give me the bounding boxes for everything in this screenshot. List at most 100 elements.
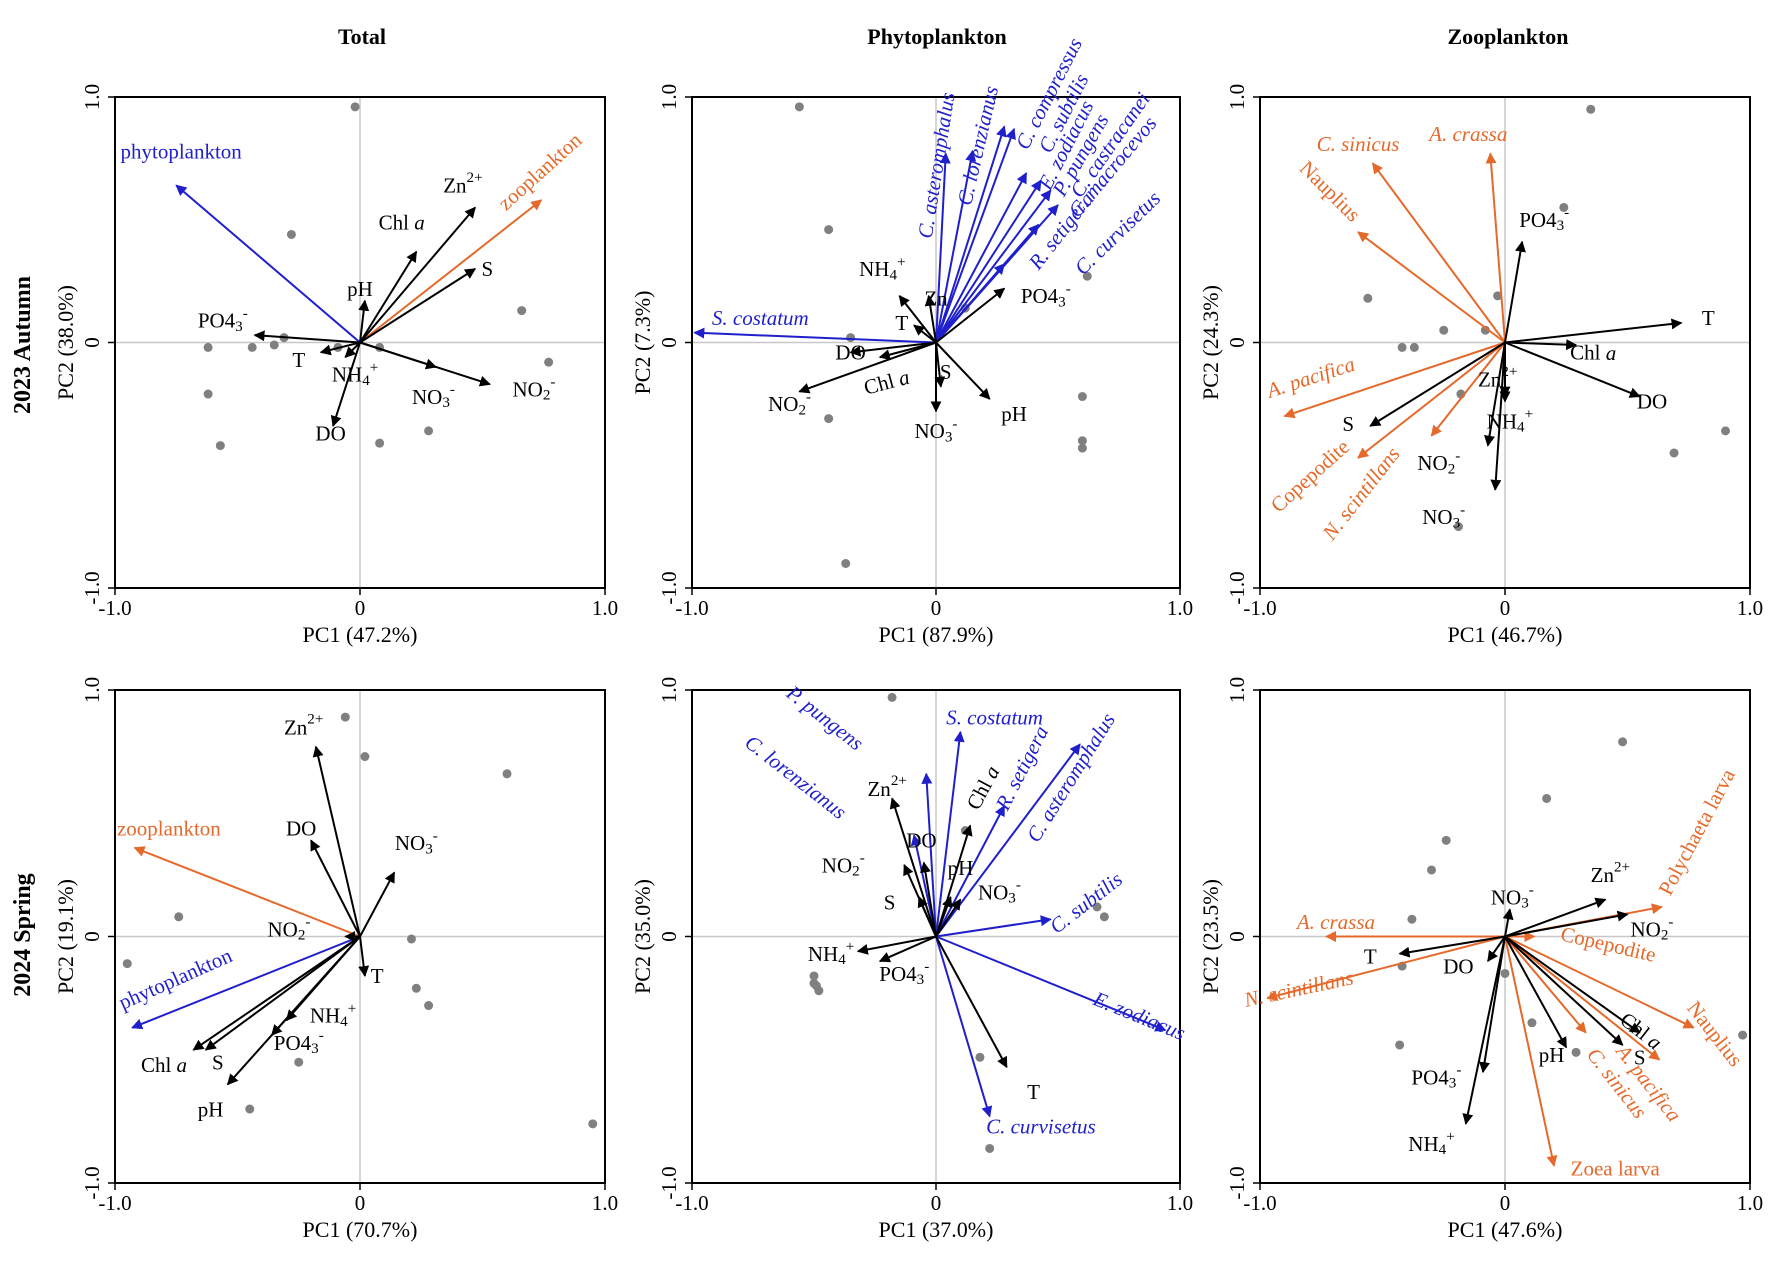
y-tick-label: 1.0 [80,677,104,703]
vector-chl-a [1504,339,1578,351]
y-tick-label: 1.0 [657,84,681,110]
x-axis-label: PC1 (37.0%) [879,1217,994,1242]
x-tick-label: 1.0 [1167,1191,1193,1215]
vector-label-chl-a: Chl a [1570,341,1616,365]
vector-zooplankton [359,199,543,344]
biplot-panel: -1.0 0 1.0 1.0 0 -1.0 PC1 (70.7%) PC2 (19.1%) zo… [53,677,618,1242]
vector-label-s: S [940,360,952,384]
x-tick-label: 0 [355,1191,366,1215]
y-tick-label: 0 [657,337,681,348]
vector-po43 [935,287,1006,344]
vector-zn2 [1504,897,1607,938]
vector-t [358,936,370,978]
vector-s-costatum [693,327,937,344]
site-point [809,971,819,981]
vector-label-c-curvisetus: C. curvisetus [986,1115,1096,1139]
site-point [1493,291,1503,301]
column-title-zooplankton: Zooplankton [1447,24,1568,49]
vector-label-po43: PO43- [198,306,248,335]
site-point [1077,436,1087,446]
vector-s [1369,341,1506,427]
vector-label-no3: NO3- [915,417,958,446]
vector-no3 [1490,342,1506,491]
vector-no3 [935,898,962,938]
vector-do [1504,341,1641,398]
vector-t [1504,318,1683,344]
vector-s [917,896,937,937]
vector-n-scintillans [1266,935,1506,1001]
site-point [294,1057,304,1067]
vector-c-subtilis [935,127,1016,343]
y-tick-label: 0 [80,931,104,942]
vector-ph [935,341,991,400]
site-point [1409,342,1419,352]
site-point [824,414,834,424]
vector-c-asteromphalus [935,152,951,343]
site-point [517,306,527,316]
x-axis-label: PC1 (47.6%) [1448,1217,1563,1242]
vector-label-c-sinicus: C. sinicus [1317,132,1400,156]
x-tick-label: -1.0 [98,596,131,620]
site-point [286,229,296,239]
vector-chl-a [1504,935,1641,1034]
vector-s [1504,935,1624,1046]
site-point [1363,293,1373,303]
vector-label-c-lorenzianus: C. lorenzianus [740,730,851,824]
vector-label-ph: pH [347,277,373,301]
column-title-total: Total [338,24,386,49]
vector-no3 [359,871,396,937]
site-point [1453,522,1463,532]
site-point [174,912,184,922]
site-point [1427,865,1436,875]
vector-label-t: T [1702,306,1715,330]
vector-label-a-crassa: A. crassa [1427,122,1507,146]
vector-zn2 [312,745,361,937]
site-point [1077,443,1087,453]
biplot-panel: -1.0 0 1.0 1.0 0 -1.0 PC1 (37.0%) PC2 (35.0%) S.… [630,677,1193,1242]
site-point [203,389,213,399]
vector-label-zn: Zn [924,287,948,311]
biplot-panel: -1.0 0 1.0 1.0 0 -1.0 PC1 (87.9%) PC2 (7.3%) S. … [630,34,1193,647]
site-point [1586,104,1596,114]
vector-label-s-costatum: S. costatum [946,705,1043,729]
site-point [824,225,834,235]
site-point [1407,914,1417,924]
vector-do [919,861,937,937]
y-tick-label: 1.0 [80,84,104,110]
vector-no3 [1502,908,1514,937]
vector-c-castracanei [935,189,1052,344]
site-point [887,692,897,702]
vector-label-chl-a: Chl a [861,365,912,400]
x-axis-label: PC1 (70.7%) [303,1217,418,1242]
vector-do [849,341,937,357]
y-tick-label: 0 [1225,337,1249,348]
x-tick-label: 0 [355,596,366,620]
x-tick-label: -1.0 [1243,1191,1276,1215]
vector-label-zn2: Zn2+ [443,170,482,197]
vector-label-ph: pH [1539,1043,1565,1067]
vector-label-zoea-larva: Zoea larva [1571,1156,1661,1180]
vector-ph [935,896,953,937]
vector-po43 [878,935,937,963]
vector-nh4 [1462,936,1506,1125]
vector-label-phytoplankton: phytoplankton [120,139,242,163]
x-tick-label: 0 [1500,596,1511,620]
vector-label-po43: PO43- [274,1028,324,1057]
vector-a-pacifica [1504,935,1661,1061]
vector-t [1398,935,1506,958]
site-point [1077,392,1087,402]
vector-no2 [359,341,491,387]
site-point [350,102,360,112]
vector-label-no2: NO2- [1631,915,1674,944]
y-tick-label: 0 [80,337,104,348]
vector-label-no2: NO2- [512,375,555,404]
vector-label-t: T [895,311,908,335]
site-point [375,438,385,448]
vector-label-nh4: NH4+ [310,1001,356,1030]
vector-t [935,936,1008,1069]
vector-r-setigera [935,804,1006,937]
vector-label-do: DO [835,341,865,365]
vector-no2 [1504,910,1629,938]
vector-label-po43: PO43- [1021,282,1071,311]
vector-nh4 [856,935,937,955]
